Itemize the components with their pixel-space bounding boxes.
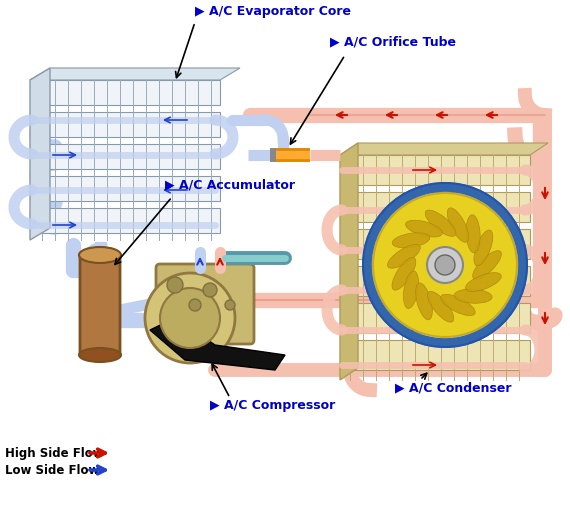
Text: ▶ A/C Accumulator: ▶ A/C Accumulator	[165, 178, 295, 191]
Circle shape	[189, 299, 201, 311]
Circle shape	[373, 193, 517, 337]
Text: ▶ A/C Evaporator Core: ▶ A/C Evaporator Core	[195, 6, 351, 19]
Ellipse shape	[79, 247, 121, 263]
Polygon shape	[340, 340, 530, 370]
Polygon shape	[30, 68, 50, 240]
Ellipse shape	[428, 291, 454, 322]
Text: Low Side Flow: Low Side Flow	[5, 464, 99, 477]
Text: High Side Flow: High Side Flow	[5, 446, 104, 460]
Circle shape	[225, 300, 235, 310]
Ellipse shape	[473, 250, 502, 279]
Ellipse shape	[404, 271, 418, 309]
Polygon shape	[30, 208, 220, 233]
Ellipse shape	[406, 220, 442, 237]
Ellipse shape	[441, 294, 475, 316]
Ellipse shape	[454, 289, 492, 304]
Polygon shape	[340, 143, 358, 380]
Text: ▶ A/C Compressor: ▶ A/C Compressor	[210, 398, 335, 412]
Polygon shape	[340, 143, 548, 155]
Ellipse shape	[416, 283, 433, 320]
Polygon shape	[340, 229, 530, 259]
Ellipse shape	[388, 244, 420, 268]
Polygon shape	[150, 318, 285, 370]
FancyBboxPatch shape	[80, 254, 120, 356]
Ellipse shape	[425, 210, 456, 236]
Circle shape	[145, 273, 235, 363]
Ellipse shape	[474, 230, 493, 266]
Polygon shape	[340, 303, 530, 333]
Polygon shape	[340, 266, 530, 296]
Ellipse shape	[447, 208, 469, 242]
Polygon shape	[30, 176, 220, 201]
Circle shape	[203, 283, 217, 297]
Ellipse shape	[392, 258, 416, 290]
Ellipse shape	[466, 215, 480, 253]
Polygon shape	[30, 68, 240, 80]
Polygon shape	[30, 80, 220, 105]
Ellipse shape	[466, 273, 501, 291]
Circle shape	[160, 288, 220, 348]
Ellipse shape	[79, 348, 121, 362]
Ellipse shape	[392, 233, 430, 248]
Circle shape	[435, 255, 455, 275]
Circle shape	[167, 277, 183, 293]
Polygon shape	[340, 155, 530, 185]
Text: ▶ A/C Orifice Tube: ▶ A/C Orifice Tube	[330, 35, 456, 48]
FancyBboxPatch shape	[156, 264, 254, 344]
Text: ▶ A/C Condenser: ▶ A/C Condenser	[395, 381, 511, 394]
Polygon shape	[340, 192, 530, 222]
Polygon shape	[30, 144, 220, 169]
Circle shape	[427, 247, 463, 283]
Polygon shape	[30, 112, 220, 137]
